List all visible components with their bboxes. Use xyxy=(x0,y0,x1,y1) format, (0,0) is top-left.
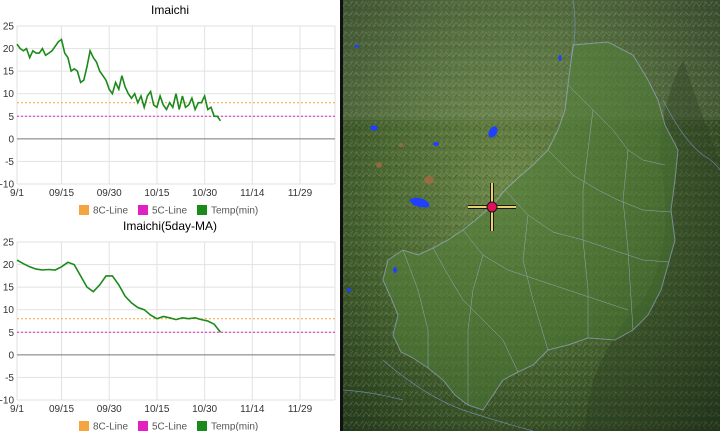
volcanic-areas xyxy=(376,143,434,184)
chart2-x-tick-label: 11/14 xyxy=(240,404,265,415)
chart1-x-tick-label: 10/30 xyxy=(192,188,217,199)
chart2-x-tick-label: 09/30 xyxy=(97,404,122,415)
chart2-x-tick-label: 10/15 xyxy=(144,404,169,415)
terrain-map[interactable] xyxy=(343,0,720,431)
chart1-legend-label: 5C-Line xyxy=(152,206,187,217)
chart2-y-tick-label: 0 xyxy=(8,350,14,361)
chart1-legend-swatch xyxy=(197,205,207,215)
crosshair-target-icon[interactable] xyxy=(468,183,516,231)
chart2-legend-swatch xyxy=(79,421,89,431)
chart2-x-tick-label: 09/15 xyxy=(49,404,74,415)
chart1-series-temp-min- xyxy=(16,38,222,122)
chart1-legend: 8C-Line 5C-Line Temp(min) xyxy=(79,205,258,216)
chart1-x-tick-label: 09/30 xyxy=(97,188,122,199)
panel-divider xyxy=(340,0,343,431)
chart1-y-tick-label: 10 xyxy=(3,89,15,100)
chart2-legend-swatch xyxy=(197,421,207,431)
rivers xyxy=(343,0,720,431)
chart2-legend-label: 5C-Line xyxy=(152,422,187,431)
chart1-legend-label: Temp(min) xyxy=(211,206,258,217)
chart2-grid xyxy=(16,241,336,401)
chart2-x-tick-label: 11/29 xyxy=(288,404,313,415)
terrain-map-svg xyxy=(343,0,720,431)
chart-imaichi: Imaichi 25 20 15 10 5 0 -5 -109/1 09/15 09/30 10/15… xyxy=(0,3,336,216)
chart2-y-tick-label: 10 xyxy=(3,305,15,316)
chart2-legend-swatch xyxy=(138,421,148,431)
chart2-y-tick-label: -10 xyxy=(0,396,14,407)
chart2-title: Imaichi(5day-MA) xyxy=(123,219,217,233)
chart1-x-tick-label: 10/15 xyxy=(144,188,169,199)
chart2-series-temp-min- xyxy=(16,259,222,333)
lakes xyxy=(347,44,562,292)
chart1-x-tick-label: 9/1 xyxy=(10,188,24,199)
chart1-title: Imaichi xyxy=(151,3,189,17)
chart1-y-tick-label: 20 xyxy=(3,44,15,55)
chart1-x-tick-label: 11/14 xyxy=(240,188,265,199)
chart2-x-tick-label: 9/1 xyxy=(10,404,24,415)
chart2-y-tick-label: 5 xyxy=(8,328,14,339)
chart-imaichi-5day-ma: Imaichi(5day-MA) 25 20 15 10 5 0 -5 -109/1 09/15 0… xyxy=(0,219,336,431)
chart2-legend-label: 8C-Line xyxy=(93,422,128,431)
chart1-x-tick-label: 11/29 xyxy=(288,188,313,199)
chart2-legend: 8C-Line 5C-Line Temp(min) xyxy=(79,421,258,431)
chart1-legend-label: 8C-Line xyxy=(93,206,128,217)
chart2-y-tick-label: 15 xyxy=(3,283,15,294)
chart1-y-tick-label: 25 xyxy=(3,22,15,33)
charts-panel: Imaichi 25 20 15 10 5 0 -5 -10 9/1 09/15 09/30 10/15… xyxy=(0,0,340,431)
municipal-borders xyxy=(402,84,672,405)
chart1-legend-swatch xyxy=(138,205,148,215)
chart1-y-tick-label: -5 xyxy=(5,157,14,168)
chart1-legend-swatch xyxy=(79,205,89,215)
chart2-y-tick-label: 25 xyxy=(3,238,15,249)
chart2-y-tick-label: -5 xyxy=(5,373,14,384)
chart2-x-tick-label: 10/30 xyxy=(192,404,217,415)
chart1-x-tick-label: 09/15 xyxy=(49,188,74,199)
chart1-y-tick-label: -10 xyxy=(0,180,14,191)
chart1-y-tick-label: 15 xyxy=(3,67,15,78)
chart2-y-tick-label: 20 xyxy=(3,260,15,271)
chart2-legend-label: Temp(min) xyxy=(211,422,258,431)
chart1-y-tick-label: 5 xyxy=(8,112,14,123)
chart1-y-tick-label: 0 xyxy=(8,134,14,145)
